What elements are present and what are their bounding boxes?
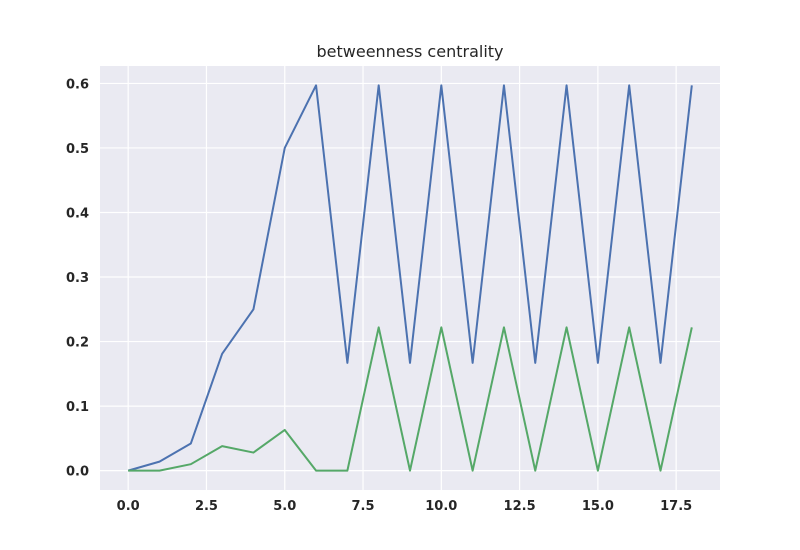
x-tick-label: 0.0	[117, 499, 140, 514]
y-tick-label: 0.5	[66, 142, 89, 157]
y-tick-label: 0.6	[66, 77, 89, 92]
x-tick-label: 7.5	[352, 499, 375, 514]
x-tick-label: 2.5	[195, 499, 218, 514]
y-tick-label: 0.1	[66, 400, 89, 415]
y-tick-label: 0.0	[66, 465, 89, 480]
series-line-2	[128, 326, 693, 472]
series-layer	[127, 84, 693, 472]
y-tick-label: 0.4	[66, 206, 89, 221]
gridlines	[100, 66, 720, 490]
x-tick-label: 5.0	[273, 499, 296, 514]
x-tick-label: 15.0	[582, 499, 614, 514]
plot-area	[100, 66, 720, 490]
y-axis-ticks: 0.0 0.1 0.2 0.3 0.4 0.5 0.6	[66, 77, 89, 479]
x-tick-label: 12.5	[504, 499, 536, 514]
x-tick-label: 10.0	[425, 499, 457, 514]
chart-title: betweenness centrality	[317, 42, 504, 61]
y-tick-label: 0.2	[66, 336, 89, 351]
x-axis-ticks: 0.0 2.5 5.0 7.5 10.0 12.5 15.0 17.5	[117, 499, 693, 514]
series-line-1	[127, 84, 693, 472]
x-tick-label: 17.5	[660, 499, 692, 514]
y-tick-label: 0.3	[66, 271, 89, 286]
